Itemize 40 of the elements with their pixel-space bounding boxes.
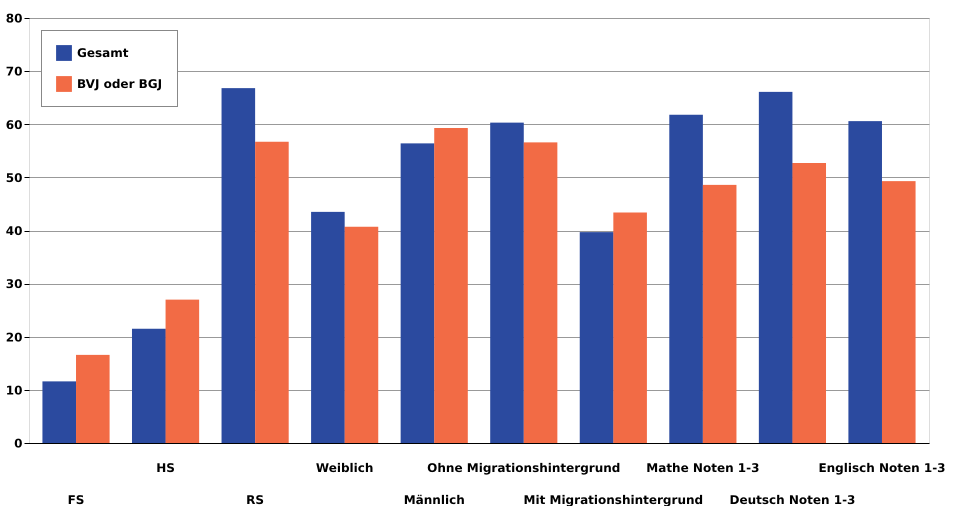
legend-label: BVJ oder BGJ: [77, 77, 162, 91]
bar: [434, 128, 468, 443]
bar: [255, 142, 289, 443]
y-tick-label: 40: [6, 224, 22, 238]
bar: [580, 232, 614, 443]
bar: [669, 114, 703, 443]
bar: [344, 226, 378, 443]
y-tick-label: 30: [6, 277, 22, 292]
y-tick-label: 50: [6, 170, 22, 185]
legend-label: Gesamt: [77, 46, 129, 60]
y-tick-label: 10: [6, 383, 22, 398]
x-tick-label: Ohne Migrationshintergrund: [427, 461, 620, 475]
y-tick-label: 20: [6, 330, 22, 344]
bar: [758, 92, 792, 443]
x-tick-label: FS: [68, 493, 84, 506]
bar: [613, 212, 647, 443]
bar: [311, 212, 345, 443]
bar: [490, 122, 524, 443]
y-tick-label: 0: [14, 436, 22, 450]
x-tick-label: HS: [156, 461, 175, 475]
x-tick-label: Weiblich: [316, 461, 374, 475]
bar: [702, 184, 736, 443]
y-tick-label: 70: [6, 64, 22, 79]
bar: [524, 142, 558, 443]
bar: [222, 88, 256, 443]
y-tick-label: 80: [6, 12, 22, 26]
bar: [882, 181, 916, 443]
x-tick-label: RS: [246, 493, 264, 506]
bar: [166, 300, 200, 443]
y-tick-label: 60: [6, 118, 22, 132]
bar: [76, 354, 110, 443]
x-tick-label: Englisch Noten 1-3: [818, 461, 946, 475]
bar: [42, 381, 76, 443]
bar: [792, 163, 826, 443]
x-tick-label: Mathe Noten 1-3: [646, 461, 760, 475]
bar: [400, 143, 434, 443]
bar: [132, 328, 166, 443]
x-tick-label: Deutsch Noten 1-3: [729, 493, 856, 506]
x-tick-label: Männlich: [404, 493, 465, 506]
bar: [848, 121, 882, 443]
